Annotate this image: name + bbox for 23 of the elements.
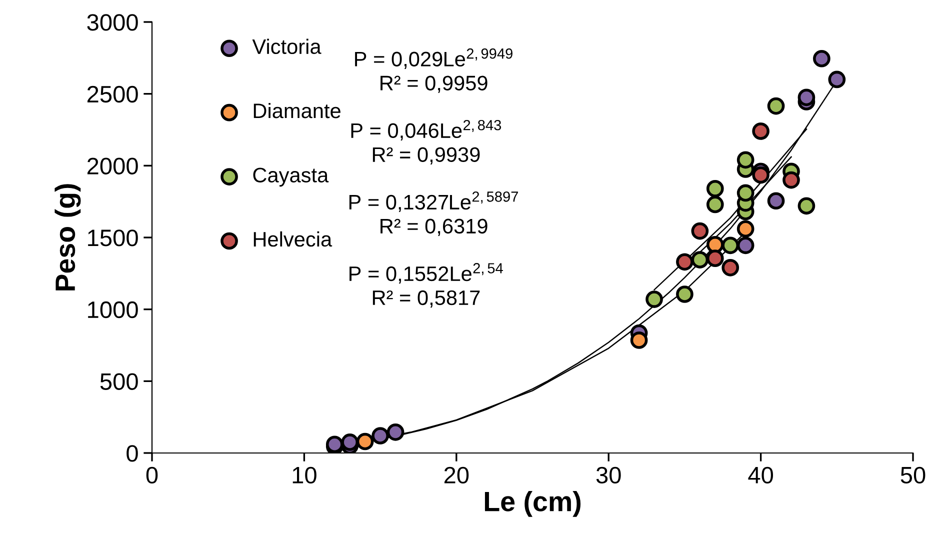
annotation: P = 0,046Le$^{2,843}$ R² = 0,9939: [351, 120, 502, 164]
y-tick-label: 1500: [88, 230, 138, 246]
legend-label: Diamante: [254, 102, 340, 118]
x-tick-label: 40: [748, 466, 774, 484]
y-tick-label: 2500: [87, 86, 138, 103]
y-tick-label: 0: [126, 445, 138, 462]
y-axis-title: Peso (g): [54, 184, 81, 290]
y-tick-label: 3000: [87, 14, 138, 31]
x-tick-label: 30: [596, 466, 621, 484]
annotation: P = 0,1552Le$^{2,54}$ R² = 0,5817: [350, 263, 503, 308]
x-tick-label: 50: [900, 466, 926, 484]
annotation: P = 0,029Le$^{2,9949}$ R² = 0,9959: [355, 48, 512, 93]
x-axis-title: Le (cm): [484, 490, 581, 517]
x-tick-label: 20: [444, 466, 469, 484]
y-tick-label: 2000: [87, 158, 138, 174]
y-tick-label: 1000: [88, 301, 138, 318]
x-tick-label: 10: [292, 466, 316, 484]
x-tick-label: 0: [146, 466, 158, 484]
legend-label: Cayasta: [253, 168, 329, 187]
annotation: P = 0,1327Le$^{2,5897}$ R² = 0,6319: [349, 191, 518, 236]
legend-label: Helvecia: [254, 231, 332, 247]
legend-label: Victoria: [252, 38, 322, 54]
y-tick-label: 500: [100, 373, 138, 390]
